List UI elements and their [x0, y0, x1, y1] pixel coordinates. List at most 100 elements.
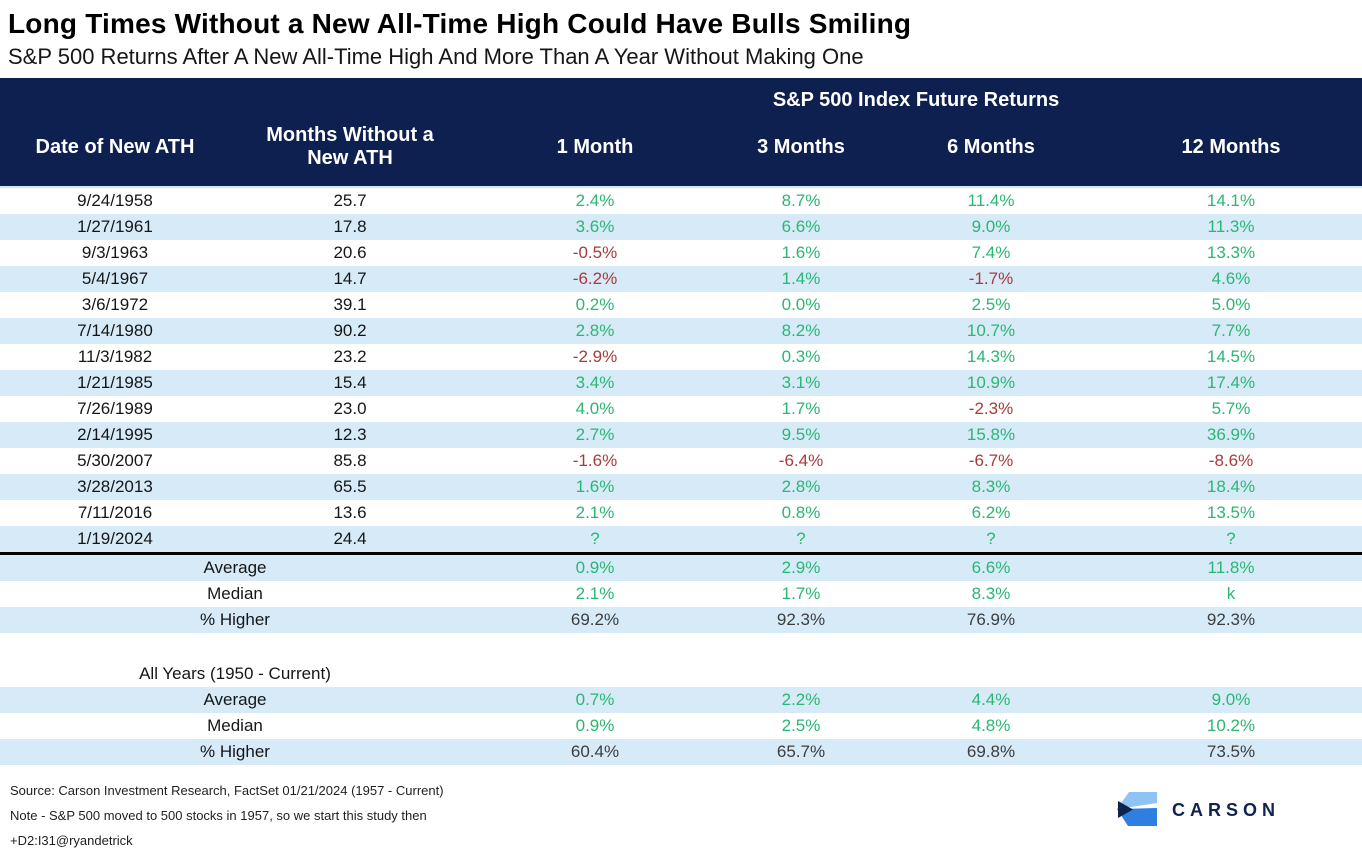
date-cell: 3/28/2013 — [0, 474, 230, 501]
stat-value-cell: 60.4% — [470, 739, 720, 766]
table-header: S&P 500 Index Future Returns Date of New… — [0, 78, 1362, 188]
col-header-date: Date of New ATH — [0, 116, 230, 188]
note-line: Note - S&P 500 moved to 500 stocks in 19… — [10, 808, 427, 823]
stat-value-cell: 1.7% — [781, 584, 821, 604]
stat-value-cell: 8.3% — [971, 584, 1011, 604]
table-row: 1/27/1961 17.8 3.6% 6.6% 9.0% 11.3% — [0, 214, 1362, 241]
months-cell: 25.7 — [333, 191, 367, 211]
return-cell: 7.4% — [971, 243, 1011, 263]
months-cell: 85.8 — [333, 451, 367, 471]
return-cell: 13.5% — [1206, 503, 1256, 523]
return-cell: ? — [470, 526, 720, 554]
spacer-cell — [0, 633, 1362, 662]
col-header-6m: 6 Months — [882, 116, 1100, 188]
date-cell: 1/19/2024 — [0, 526, 230, 554]
stat-label-cell: Average — [0, 687, 470, 714]
spacer-row — [0, 633, 1362, 662]
stat-label-cell: Median — [207, 584, 263, 604]
date-cell: 1/21/1985 — [0, 370, 230, 397]
table-row: 11/3/1982 23.2 -2.9% 0.3% 14.3% 14.5% — [0, 344, 1362, 370]
date-cell: 5/30/2007 — [77, 451, 153, 471]
all-years-row: Median 0.9% 2.5% 4.8% 10.2% — [0, 713, 1362, 739]
stat-value-cell: 2.2% — [720, 687, 882, 714]
return-cell: 3.6% — [470, 214, 720, 241]
return-cell: 18.4% — [1100, 474, 1362, 501]
return-cell: 5.7% — [1211, 399, 1251, 419]
stat-value-cell: k — [1226, 584, 1236, 604]
summary-row: Median 2.1% 1.7% 8.3% k — [0, 581, 1362, 607]
stat-label-cell: Average — [0, 552, 470, 582]
stat-label-cell: Median — [207, 716, 263, 736]
group-header-row: S&P 500 Index Future Returns — [0, 78, 1362, 117]
footer-notes: Source: Carson Investment Research, Fact… — [10, 778, 444, 853]
date-cell: 5/4/1967 — [0, 266, 230, 293]
return-cell: 14.3% — [966, 347, 1016, 367]
months-cell: 90.2 — [230, 318, 470, 345]
return-cell: 9.0% — [882, 214, 1100, 241]
stat-value-cell: 0.7% — [470, 687, 720, 714]
group-header-spacer — [0, 78, 470, 117]
return-cell: 8.3% — [882, 474, 1100, 501]
return-cell: -8.6% — [1208, 451, 1254, 471]
months-cell: 23.0 — [333, 399, 367, 419]
stat-value-cell: 0.9% — [470, 552, 720, 582]
return-cell: 1.6% — [470, 474, 720, 501]
stat-label-cell: % Higher — [0, 607, 470, 634]
carson-logo: CARSON — [1116, 792, 1280, 828]
months-cell: 15.4 — [230, 370, 470, 397]
date-cell: 11/3/1982 — [77, 347, 153, 367]
table-row: 5/4/1967 14.7 -6.2% 1.4% -1.7% 4.6% — [0, 266, 1362, 293]
table-row: 1/21/1985 15.4 3.4% 3.1% 10.9% 17.4% — [0, 370, 1362, 397]
col-header-1m: 1 Month — [470, 116, 720, 188]
column-header-row: Date of New ATH Months Without a New ATH… — [0, 116, 1362, 188]
stat-value-cell: 76.9% — [882, 607, 1100, 634]
date-cell: 9/24/1958 — [77, 191, 153, 211]
return-cell: 2.1% — [575, 503, 615, 523]
summary-row: % Higher 69.2% 92.3% 76.9% 92.3% — [0, 607, 1362, 634]
stat-value-cell: 10.2% — [1206, 716, 1256, 736]
return-cell: -6.4% — [778, 451, 824, 471]
table-row: 1/19/2024 24.4???? — [0, 526, 1362, 554]
months-cell: 12.3 — [230, 422, 470, 449]
stat-value-cell: 92.3% — [1100, 607, 1362, 634]
return-cell: 8.7% — [781, 191, 821, 211]
chart-subtitle: S&P 500 Returns After A New All-Time Hig… — [8, 44, 864, 69]
return-cell: 1.6% — [781, 243, 821, 263]
return-cell: -0.5% — [572, 243, 618, 263]
table-row: 3/28/2013 65.5 1.6% 2.8% 8.3% 18.4% — [0, 474, 1362, 501]
return-cell: 10.7% — [882, 318, 1100, 345]
return-cell: 1.4% — [720, 266, 882, 293]
col-header-12m: 12 Months — [1100, 116, 1362, 188]
return-cell: 5.0% — [1211, 295, 1251, 315]
summary-row: Average 0.9% 2.9% 6.6% 11.8% — [0, 552, 1362, 582]
months-cell: 13.6 — [333, 503, 367, 523]
carson-chevron-icon — [1116, 792, 1158, 828]
return-cell: 10.9% — [882, 370, 1100, 397]
return-cell: 0.0% — [781, 295, 821, 315]
stat-label-cell: % Higher — [0, 739, 470, 766]
chart-title: Long Times Without a New All-Time High C… — [8, 8, 912, 39]
stat-value-cell: 0.9% — [575, 716, 615, 736]
table-row: 9/3/1963 20.6 -0.5% 1.6% 7.4% 13.3% — [0, 240, 1362, 266]
source-line: Source: Carson Investment Research, Fact… — [10, 783, 444, 798]
stat-value-cell: 4.8% — [971, 716, 1011, 736]
return-cell: 0.2% — [575, 295, 615, 315]
date-cell: 7/11/2016 — [77, 503, 153, 523]
date-cell: 7/14/1980 — [0, 318, 230, 345]
return-cell: 8.2% — [720, 318, 882, 345]
stat-value-cell: 2.5% — [781, 716, 821, 736]
return-cell: 36.9% — [1100, 422, 1362, 449]
stat-value-cell: 65.7% — [720, 739, 882, 766]
stat-value-cell: 69.2% — [470, 607, 720, 634]
return-cell: 17.4% — [1100, 370, 1362, 397]
date-cell: 3/6/1972 — [81, 295, 149, 315]
all-years-row: % Higher 60.4% 65.7% 69.8% 73.5% — [0, 739, 1362, 766]
table-row: 3/6/1972 39.1 0.2% 0.0% 2.5% 5.0% — [0, 292, 1362, 318]
months-cell: 14.7 — [230, 266, 470, 293]
stat-value-cell: 73.5% — [1100, 739, 1362, 766]
table-row: 7/11/2016 13.6 2.1% 0.8% 6.2% 13.5% — [0, 500, 1362, 526]
return-cell: 14.1% — [1206, 191, 1256, 211]
return-cell: -2.9% — [572, 347, 618, 367]
return-cell: ? — [1100, 526, 1362, 554]
return-cell: 3.4% — [470, 370, 720, 397]
